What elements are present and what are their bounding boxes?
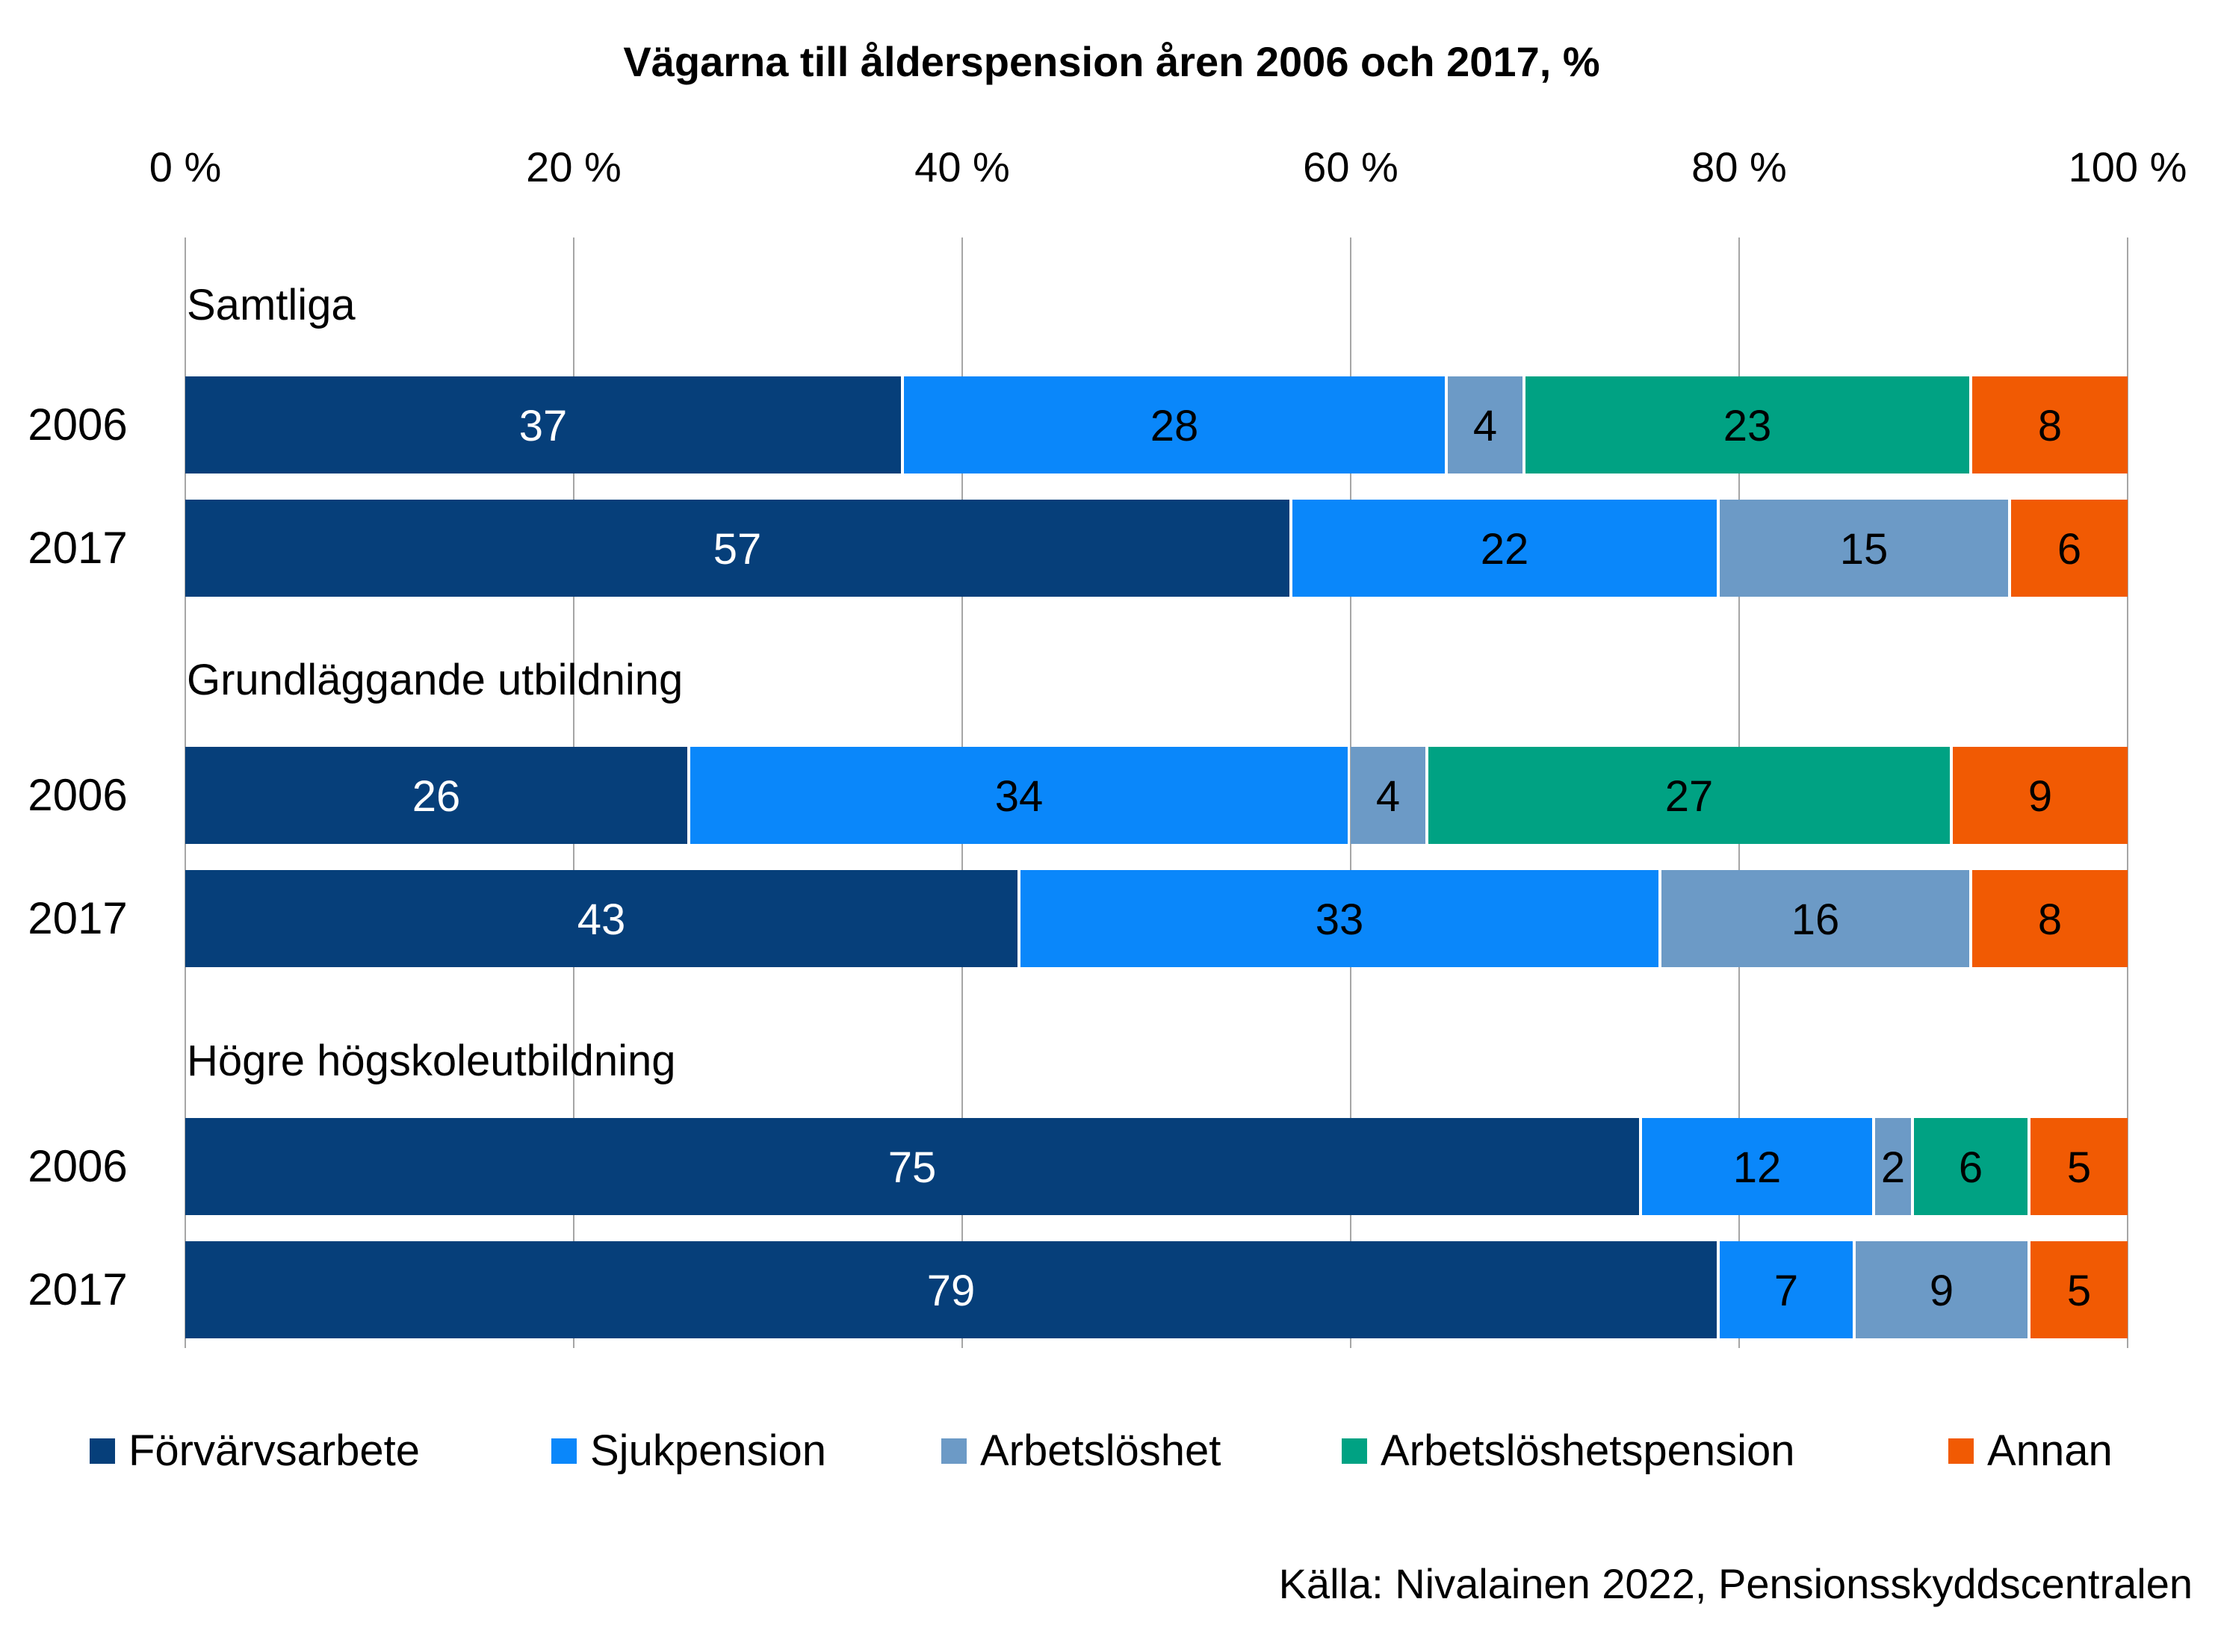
- data-label: 4: [1376, 772, 1400, 821]
- data-label: 5: [2067, 1267, 2091, 1315]
- data-label: 8: [2038, 895, 2062, 944]
- data-label: 27: [1665, 772, 1714, 821]
- bar-segment: [185, 376, 901, 473]
- bar-segment: [1972, 376, 2128, 473]
- data-label: 37: [519, 402, 568, 450]
- legend-swatch: [941, 1438, 967, 1464]
- data-label: 15: [1840, 525, 1889, 574]
- legend-label: Annan: [1987, 1426, 2113, 1475]
- legend-label: Förvärvsarbete: [128, 1426, 420, 1475]
- bar-segment: [1642, 1118, 1872, 1215]
- bar-segment: [185, 1241, 1717, 1338]
- data-label: 2: [1881, 1143, 1905, 1192]
- data-label: 79: [927, 1267, 976, 1315]
- data-label: 9: [1930, 1267, 1954, 1315]
- bar-segment: [1292, 500, 1717, 597]
- data-label: 23: [1723, 402, 1772, 450]
- data-label: 8: [2038, 402, 2062, 450]
- bar-segment: [1720, 1241, 1853, 1338]
- data-label: 57: [713, 525, 762, 574]
- year-label: 2017: [28, 893, 127, 943]
- bar-segment: [1720, 500, 2008, 597]
- bar-segment: [185, 870, 1017, 967]
- year-label: 2006: [28, 1141, 127, 1191]
- bar-segment: [2030, 1118, 2128, 1215]
- year-label: 2017: [28, 523, 127, 573]
- x-tick-label: 20 %: [526, 143, 622, 190]
- legend: Förvärvsarbete Sjukpension Arbetslöshet Arb…: [90, 1426, 2113, 1475]
- x-tick-label: 100 %: [2069, 143, 2187, 190]
- chart-title: Vägarna till ålderspension åren 2006 och…: [623, 38, 1599, 85]
- group-label: Högre högskoleutbildning: [187, 1037, 676, 1085]
- bar-segment: [185, 500, 1289, 597]
- x-axis-tick-labels: 0 % 20 % 40 % 60 % 80 % 100 %: [149, 143, 2187, 190]
- data-label: 33: [1316, 895, 1364, 944]
- bar-segment: [1661, 870, 1969, 967]
- data-label: 4: [1473, 402, 1497, 450]
- bar-segment: [1525, 376, 1969, 473]
- data-label: 16: [1791, 895, 1840, 944]
- x-tick-label: 0 %: [149, 143, 222, 190]
- bar-segment: [904, 376, 1445, 473]
- group-label: Samtliga: [187, 281, 356, 329]
- bar-segment: [1448, 376, 1522, 473]
- group-label: Grundläggande utbildning: [187, 656, 683, 704]
- bar-segment: [1914, 1118, 2028, 1215]
- legend-label: Arbetslöshet: [980, 1426, 1221, 1475]
- data-label: 22: [1481, 525, 1529, 574]
- legend-label: Arbetslöshetspension: [1381, 1426, 1795, 1475]
- bar-segment: [1020, 870, 1658, 967]
- legend-swatch: [1342, 1438, 1367, 1464]
- bar-segment: [1875, 1118, 1911, 1215]
- source-note: Källa: Nivalainen 2022, Pensionsskyddsce…: [1279, 1560, 2193, 1607]
- x-tick-label: 60 %: [1303, 143, 1398, 190]
- legend-swatch: [1948, 1438, 1974, 1464]
- bar-segment: [1953, 747, 2128, 844]
- data-label: 6: [2057, 525, 2081, 574]
- data-label: 5: [2067, 1143, 2091, 1192]
- data-label: 28: [1150, 402, 1199, 450]
- year-label: 2006: [28, 770, 127, 820]
- bar-segment: [185, 1118, 1639, 1215]
- data-label: 26: [412, 772, 461, 821]
- bar-segment: [2030, 1241, 2128, 1338]
- bar-segment: [2011, 500, 2128, 597]
- x-tick-label: 80 %: [1691, 143, 1787, 190]
- legend-swatch: [90, 1438, 115, 1464]
- year-label: 2017: [28, 1264, 127, 1314]
- bar-segment: [1856, 1241, 2028, 1338]
- data-label: 12: [1733, 1143, 1782, 1192]
- legend-swatch: [551, 1438, 577, 1464]
- bar-segment: [690, 747, 1348, 844]
- data-label: 34: [995, 772, 1044, 821]
- bar-segment: [185, 747, 687, 844]
- legend-label: Sjukpension: [590, 1426, 826, 1475]
- x-tick-label: 40 %: [914, 143, 1010, 190]
- data-label: 7: [1774, 1267, 1798, 1315]
- bar-segment: [1351, 747, 1425, 844]
- data-label: 9: [2028, 772, 2052, 821]
- data-label: 75: [888, 1143, 937, 1192]
- bar-segment: [1972, 870, 2128, 967]
- year-label: 2006: [28, 400, 127, 450]
- bar-segment: [1428, 747, 1950, 844]
- data-label: 43: [577, 895, 626, 944]
- data-label: 6: [1959, 1143, 1983, 1192]
